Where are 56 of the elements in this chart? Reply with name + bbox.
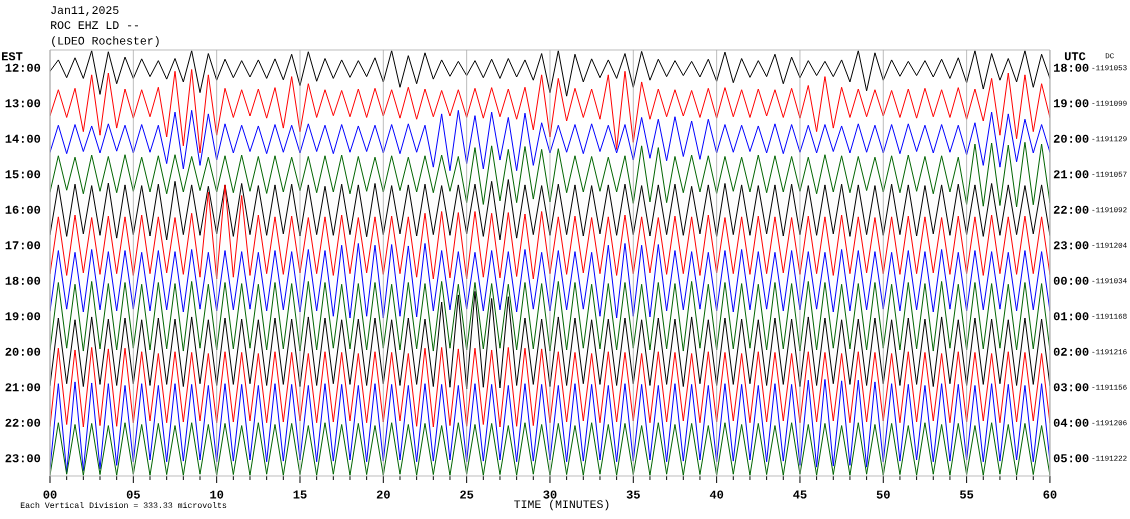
line-series [50,184,1050,280]
x-tick-label: 40 [709,490,724,499]
y2-tick-label: 01:00 [1053,312,1089,321]
y2-axis-title: UTC [1064,52,1086,61]
line-series [50,422,1050,476]
y-tick-label: 15:00 [5,170,41,179]
x-tick-label: 20 [376,490,390,499]
y-tick-label: 18:00 [5,276,41,285]
x-tick-label: 50 [876,490,890,499]
x-axis-title: TIME (MINUTES) [514,499,609,511]
y-tick-label: 19:00 [5,312,41,321]
line-series [50,290,1050,390]
y2-tick-label: 21:00 [1053,170,1089,179]
y-tick-label: 17:00 [5,241,41,250]
line-series [50,179,1050,241]
y2-tick-label: 00:00 [1053,276,1089,285]
y2-tick-label: 02:00 [1053,347,1089,356]
line-series [50,378,1050,473]
y-tick-label: 23:00 [5,454,41,463]
line-series [50,50,1050,97]
chart-subtitle: ROC EHZ LD -- [51,21,139,29]
y-tick-label: 12:00 [5,63,41,72]
line-series [50,280,1050,352]
y-tick-label: 16:00 [5,205,41,214]
x-tick-label: 25 [460,490,474,499]
chart-title: Jan11,2025 [51,6,119,16]
x-tick-label: 00 [43,490,57,499]
y2-tick-label: 18:00 [1053,63,1089,72]
x-tick-label: 35 [626,490,640,499]
line-series [50,109,1050,172]
y2-tick-label: 22:00 [1053,205,1089,214]
y2-tick-label: 05:00 [1053,454,1089,463]
x-tick-label: 55 [960,490,974,499]
x-tick-label: 45 [793,490,807,499]
y2-tick-label: 03:00 [1053,383,1089,392]
y2-tick-label: 20:00 [1053,134,1089,143]
y-tick-label: 13:00 [5,99,41,108]
x-tick-label: 30 [543,490,557,499]
y2-tick-label: 23:00 [1053,241,1089,250]
y-tick-label: 21:00 [5,383,41,392]
y-tick-label: 14:00 [5,134,41,143]
text: (LDEO Rochester) [52,36,159,47]
line-series [50,346,1050,428]
y-tick-label: 20:00 [5,347,41,356]
text: Each Vertical Division = 333.33 microvolts [20,501,227,508]
line-series [50,141,1050,208]
x-tick-label: 05 [126,490,140,499]
x-tick-label: 10 [210,490,224,499]
y-axis-title: EST [2,52,23,61]
x-tick-label: 60 [1043,490,1057,499]
line-series [50,242,1050,319]
y2-tick-label: 19:00 [1053,99,1089,108]
y-tick-label: 22:00 [5,418,41,427]
line-series [50,69,1050,154]
x-tick-label: 15 [293,490,307,499]
y2-tick-label: 04:00 [1053,418,1089,427]
